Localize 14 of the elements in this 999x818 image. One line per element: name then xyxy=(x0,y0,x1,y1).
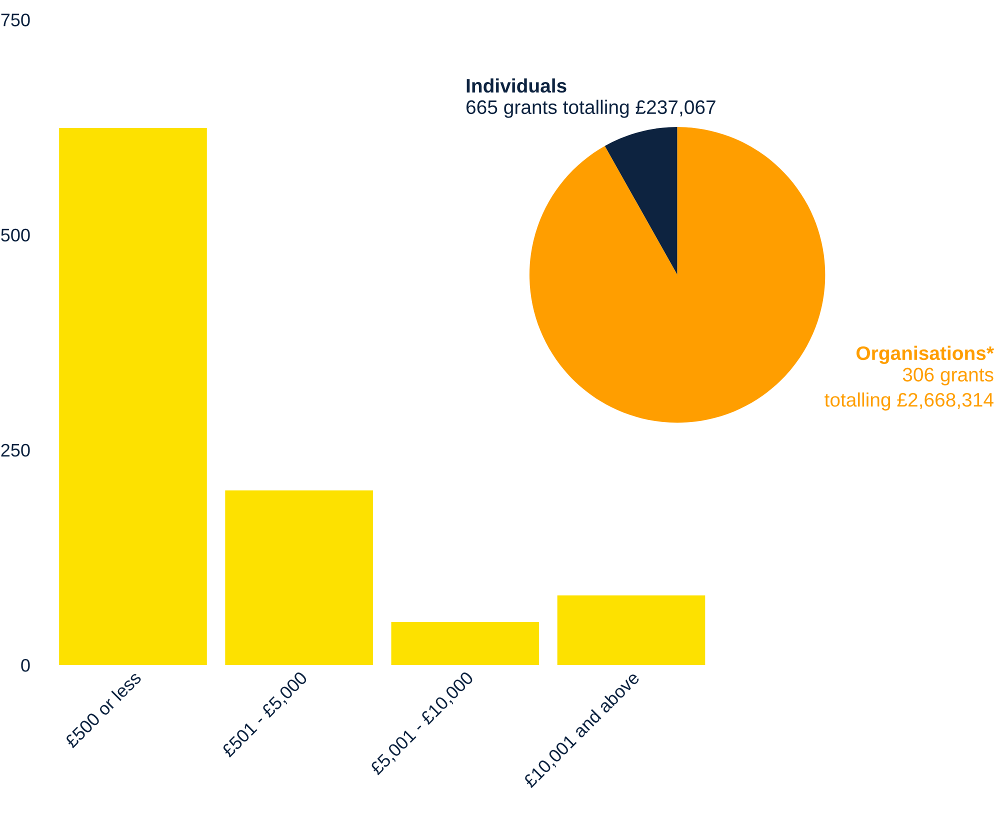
y-tick-label: 750 xyxy=(1,14,30,26)
bar xyxy=(557,595,706,666)
text: 306 grants totalling £2,668,314 xyxy=(824,368,994,411)
pie-slice xyxy=(604,126,678,275)
y-tick-label: 250 xyxy=(1,444,30,457)
bar xyxy=(59,128,207,666)
annotation: 665 grants totalling £237,067 xyxy=(466,100,716,118)
slice-label: Individuals xyxy=(466,78,566,93)
y-tick-label: 500 xyxy=(1,228,30,242)
bar xyxy=(225,490,373,666)
pie-slice xyxy=(529,126,826,423)
bar xyxy=(391,622,540,666)
y-tick-label: 0 xyxy=(21,658,30,672)
slice-label: Organisations* xyxy=(856,346,994,364)
